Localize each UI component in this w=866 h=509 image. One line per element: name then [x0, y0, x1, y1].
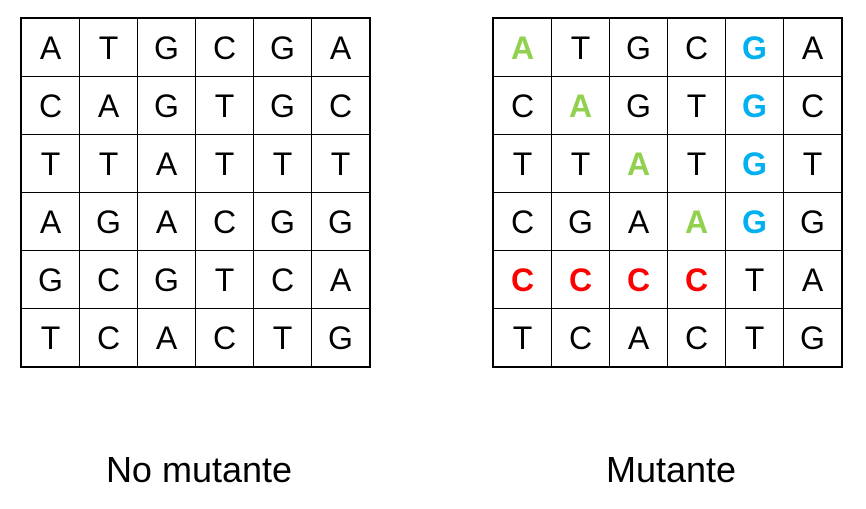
- grid-cell: T: [492, 308, 552, 368]
- grid-cell: T: [492, 134, 552, 193]
- grid-cell: A: [20, 17, 80, 77]
- grid-cell: G: [79, 192, 138, 251]
- grid-cell: T: [79, 17, 138, 77]
- caption-mutante: Mutante: [605, 449, 737, 490]
- grid-cell: T: [20, 308, 80, 368]
- grid-cell: T: [725, 308, 784, 368]
- grid-cell: G: [137, 17, 196, 77]
- grid-cell-highlight-blue: G: [725, 134, 784, 193]
- grid-cell-highlight-green: A: [551, 76, 610, 135]
- grid-cell: G: [20, 250, 80, 309]
- grid-cell: G: [137, 250, 196, 309]
- grid-cell-highlight-red: C: [667, 250, 726, 309]
- grid-cell-highlight-green: A: [609, 134, 668, 193]
- grid-cell: G: [137, 76, 196, 135]
- grid-cell-highlight-red: C: [492, 250, 552, 309]
- grid-cell: T: [253, 134, 312, 193]
- grid-cell: A: [20, 192, 80, 251]
- grid-cell: A: [783, 250, 843, 309]
- grid-cell: C: [667, 308, 726, 368]
- grid-cell-highlight-red: C: [551, 250, 610, 309]
- grid-cell: C: [667, 17, 726, 77]
- grid-cell: T: [253, 308, 312, 368]
- grid-cell: G: [253, 76, 312, 135]
- grid-cell: G: [253, 192, 312, 251]
- grid-cell-highlight-green: A: [492, 17, 552, 77]
- grid-cell: T: [79, 134, 138, 193]
- grid-cell: T: [725, 250, 784, 309]
- grid-cell: T: [551, 17, 610, 77]
- grid-cell: A: [79, 76, 138, 135]
- grid-cell: A: [137, 308, 196, 368]
- grid-cell: A: [311, 17, 371, 77]
- grid-cell: C: [492, 76, 552, 135]
- grid-cell: T: [20, 134, 80, 193]
- grid-cell: C: [195, 17, 254, 77]
- grid-cell: C: [20, 76, 80, 135]
- grid-cell-highlight-blue: G: [725, 192, 784, 251]
- grid-cell: A: [609, 192, 668, 251]
- grid-cell: G: [783, 192, 843, 251]
- grid-cell: C: [253, 250, 312, 309]
- grid-cell: A: [137, 192, 196, 251]
- grid-cell: C: [311, 76, 371, 135]
- grid-cell: T: [195, 134, 254, 193]
- grid-cell-highlight-blue: G: [725, 17, 784, 77]
- grid-cell: A: [609, 308, 668, 368]
- grid-cell: C: [79, 250, 138, 309]
- grid-cell: T: [551, 134, 610, 193]
- grid-cell: C: [79, 308, 138, 368]
- grid-cell: G: [609, 17, 668, 77]
- grid-cell: T: [667, 76, 726, 135]
- grid-cell: T: [195, 76, 254, 135]
- grid-cell: G: [609, 76, 668, 135]
- grid-cell: A: [311, 250, 371, 309]
- grid-cell: C: [551, 308, 610, 368]
- grid-cell: A: [783, 17, 843, 77]
- grid-cell: T: [195, 250, 254, 309]
- grid-cell: C: [195, 308, 254, 368]
- grid-cell: T: [783, 134, 843, 193]
- grid-cell: C: [783, 76, 843, 135]
- grid-cell: C: [195, 192, 254, 251]
- caption-no-mutante: No mutante: [105, 449, 293, 490]
- grid-cell-highlight-red: C: [609, 250, 668, 309]
- grid-cell: G: [783, 308, 843, 368]
- grid-cell-highlight-blue: G: [725, 76, 784, 135]
- grid-cell-highlight-green: A: [667, 192, 726, 251]
- grid-cell: C: [492, 192, 552, 251]
- grid-cell: G: [311, 308, 371, 368]
- grid-cell: G: [253, 17, 312, 77]
- grid-cell: G: [551, 192, 610, 251]
- grid-cell: T: [667, 134, 726, 193]
- grid-cell: T: [311, 134, 371, 193]
- grid-cell: A: [137, 134, 196, 193]
- grid-cell: G: [311, 192, 371, 251]
